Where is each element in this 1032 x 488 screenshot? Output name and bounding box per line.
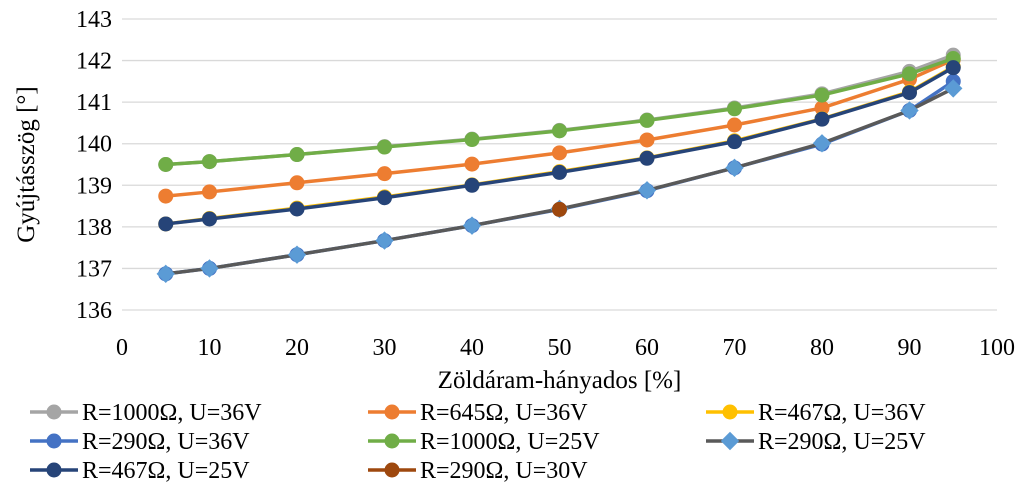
data-point [377,139,392,155]
legend-label: R=290Ω, U=25V [758,429,926,455]
legend-marker [722,404,738,420]
x-tick-label: 10 [198,335,222,361]
y-tick-label: 137 [76,256,112,282]
data-point [727,101,742,117]
y-tick-label: 140 [76,132,112,158]
y-tick-label: 141 [76,90,112,116]
data-point [639,112,655,128]
legend-marker [46,433,62,449]
data-point [156,264,175,284]
x-tick-label: 100 [979,335,1015,361]
data-point [202,211,217,227]
data-point [552,123,567,139]
legend-item: R=290Ω, U=36V [30,429,250,455]
data-point [725,158,744,178]
y-tick-label: 136 [76,298,112,324]
legend-marker [46,404,62,420]
legend-label: R=1000Ω, U=36V [82,400,262,426]
data-point [814,111,830,127]
data-point [944,79,963,98]
x-tick-label: 20 [285,335,309,361]
y-tick-label: 138 [76,215,112,241]
y-tick-label: 142 [76,49,112,75]
data-point [902,66,917,82]
data-point [639,132,655,148]
x-axis-title: Zöldáram-hányados [%] [438,367,682,394]
legend-item: R=467Ω, U=25V [30,458,250,484]
legend-item: R=645Ω, U=36V [368,400,588,426]
data-point [202,154,217,170]
data-point [900,101,919,120]
data-point [377,190,392,206]
y-tick-label: 139 [76,173,112,199]
x-tick-label: 90 [898,335,922,361]
data-point [158,216,174,232]
x-tick-label: 30 [373,335,397,361]
x-tick-label: 0 [116,335,128,361]
data-point [464,132,480,148]
x-tick-label: 80 [810,335,834,361]
legend-label: R=1000Ω, U=25V [420,429,600,455]
data-point [814,87,830,103]
data-point [727,134,742,150]
data-point [287,245,307,264]
data-point [289,147,305,163]
legend-label: R=290Ω, U=30V [420,458,588,484]
data-point [552,201,567,217]
data-point [202,184,217,200]
series-group [552,201,567,217]
legend-label: R=290Ω, U=36V [82,429,250,455]
y-axis-title: Gyújtásszög [°] [13,86,40,243]
data-point [464,177,480,193]
plot-series [156,47,963,284]
data-point [945,60,961,76]
legend-item: R=1000Ω, U=36V [30,400,262,426]
x-tick-label: 70 [723,335,747,361]
series-group [156,79,963,284]
data-point [375,231,394,250]
legend-marker [384,404,400,420]
legend-marker [384,462,400,478]
data-point [637,181,657,200]
legend-label: R=645Ω, U=36V [420,400,588,426]
data-point [552,145,567,161]
y-tick-label: 143 [76,7,112,33]
legend-marker [384,433,400,449]
data-point [200,259,219,278]
x-tick-label: 40 [460,335,484,361]
data-point [639,150,655,166]
data-point [902,85,917,101]
series-group [158,50,961,172]
series-group [158,60,961,232]
data-point [727,117,742,133]
legend-marker [46,462,62,478]
data-point [158,157,174,172]
legend-item: R=467Ω, U=36V [706,400,926,426]
data-point [464,156,480,172]
data-point [158,188,174,204]
x-tick-label: 50 [548,335,572,361]
legend-item: R=1000Ω, U=25V [368,429,600,455]
legend-label: R=467Ω, U=25V [82,458,250,484]
legend-item: R=290Ω, U=30V [368,458,588,484]
legend-marker [720,431,740,451]
legend-item: R=290Ω, U=25V [706,429,926,455]
data-point [289,201,305,217]
legend-label: R=467Ω, U=36V [758,400,926,426]
data-point [462,216,482,235]
data-point [289,175,305,191]
x-tick-label: 60 [635,335,659,361]
legend: R=1000Ω, U=36V R=645Ω, U=36V R=467Ω, U=36V… [30,400,926,484]
data-point [377,166,392,182]
axis-ticks: 136 137 138 139 140 141 142 143 0 10 20 30 40 50 60 70 8… [76,7,1015,361]
data-point [812,134,832,153]
data-point [552,164,567,180]
